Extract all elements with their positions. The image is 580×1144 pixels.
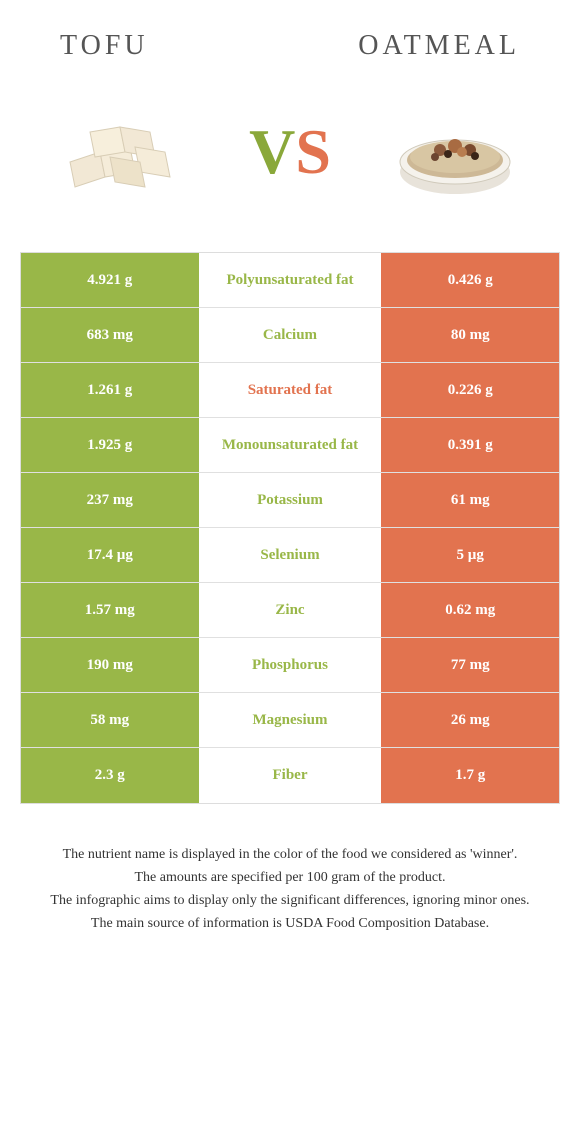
cell-right-value: 1.7 g — [381, 748, 559, 803]
cell-left-value: 1.57 mg — [21, 583, 199, 637]
cell-nutrient-name: Calcium — [199, 308, 382, 362]
cell-left-value: 1.925 g — [21, 418, 199, 472]
cell-right-value: 0.226 g — [381, 363, 559, 417]
cell-right-value: 61 mg — [381, 473, 559, 527]
vs-v: V — [249, 116, 295, 187]
cell-left-value: 237 mg — [21, 473, 199, 527]
cell-nutrient-name: Monounsaturated fat — [199, 418, 382, 472]
table-row: 58 mgMagnesium26 mg — [21, 693, 559, 748]
cell-right-value: 26 mg — [381, 693, 559, 747]
table-row: 1.57 mgZinc0.62 mg — [21, 583, 559, 638]
footer-line: The main source of information is USDA F… — [30, 913, 550, 934]
cell-nutrient-name: Zinc — [199, 583, 382, 637]
table-row: 237 mgPotassium61 mg — [21, 473, 559, 528]
cell-right-value: 5 µg — [381, 528, 559, 582]
vs-s: S — [295, 116, 331, 187]
cell-nutrient-name: Magnesium — [199, 693, 382, 747]
table-row: 1.925 gMonounsaturated fat0.391 g — [21, 418, 559, 473]
header-row: TOFU OATMEAL — [20, 30, 560, 62]
footer-text: The nutrient name is displayed in the co… — [20, 844, 560, 934]
title-right: OATMEAL — [358, 30, 520, 62]
cell-nutrient-name: Fiber — [199, 748, 382, 803]
vs-label: VS — [249, 115, 331, 189]
footer-line: The infographic aims to display only the… — [30, 890, 550, 911]
cell-left-value: 683 mg — [21, 308, 199, 362]
table-row: 17.4 µgSelenium5 µg — [21, 528, 559, 583]
cell-right-value: 0.426 g — [381, 253, 559, 307]
cell-right-value: 0.391 g — [381, 418, 559, 472]
cell-nutrient-name: Selenium — [199, 528, 382, 582]
nutrient-table: 4.921 gPolyunsaturated fat0.426 g683 mgC… — [20, 252, 560, 804]
cell-right-value: 77 mg — [381, 638, 559, 692]
cell-nutrient-name: Phosphorus — [199, 638, 382, 692]
cell-left-value: 58 mg — [21, 693, 199, 747]
cell-nutrient-name: Saturated fat — [199, 363, 382, 417]
cell-right-value: 0.62 mg — [381, 583, 559, 637]
cell-nutrient-name: Polyunsaturated fat — [199, 253, 382, 307]
table-row: 683 mgCalcium80 mg — [21, 308, 559, 363]
cell-right-value: 80 mg — [381, 308, 559, 362]
cell-left-value: 1.261 g — [21, 363, 199, 417]
table-row: 1.261 gSaturated fat0.226 g — [21, 363, 559, 418]
oatmeal-image — [380, 102, 530, 202]
table-row: 190 mgPhosphorus77 mg — [21, 638, 559, 693]
tofu-image — [50, 102, 200, 202]
cell-left-value: 17.4 µg — [21, 528, 199, 582]
table-row: 2.3 gFiber1.7 g — [21, 748, 559, 803]
cell-left-value: 4.921 g — [21, 253, 199, 307]
cell-nutrient-name: Potassium — [199, 473, 382, 527]
table-row: 4.921 gPolyunsaturated fat0.426 g — [21, 253, 559, 308]
footer-line: The nutrient name is displayed in the co… — [30, 844, 550, 865]
footer-line: The amounts are specified per 100 gram o… — [30, 867, 550, 888]
images-row: VS — [20, 102, 560, 202]
cell-left-value: 2.3 g — [21, 748, 199, 803]
cell-left-value: 190 mg — [21, 638, 199, 692]
title-left: TOFU — [60, 30, 149, 62]
